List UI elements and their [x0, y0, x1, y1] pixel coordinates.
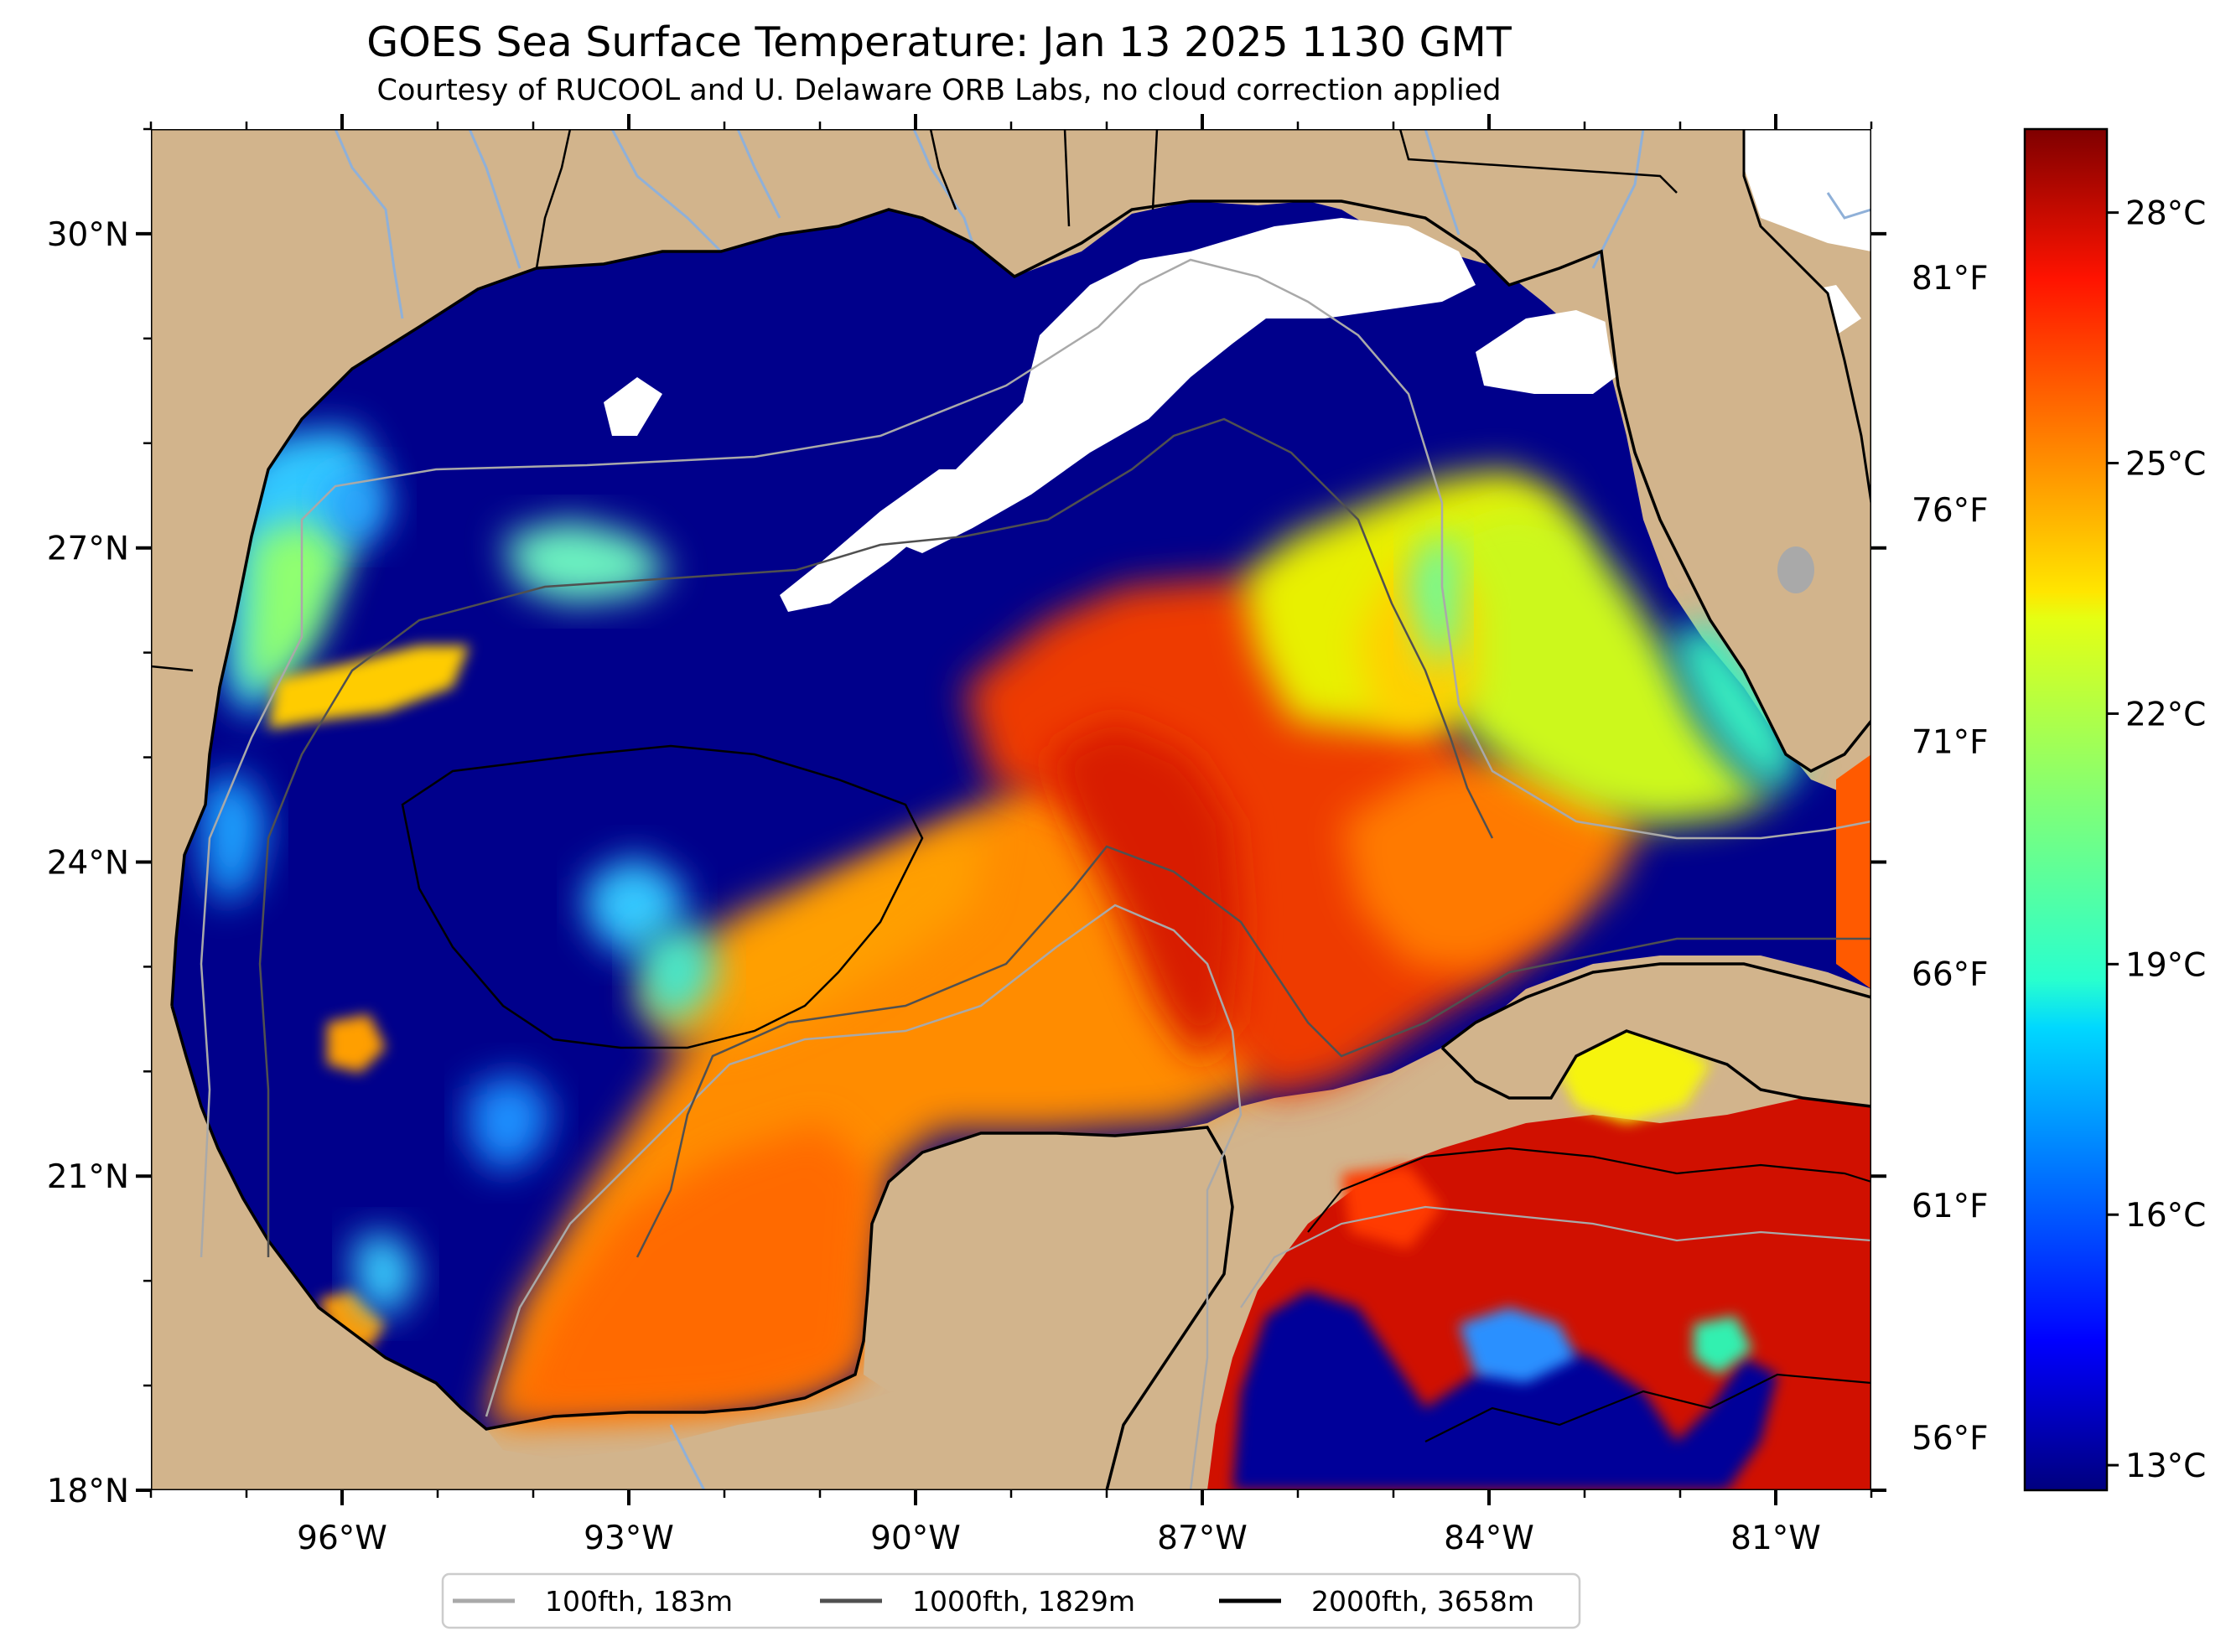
- fahrenheit-label: 66°F: [1912, 955, 1989, 993]
- lon-label: 84°W: [1444, 1520, 1534, 1557]
- colorbar-label: 16°C: [2125, 1197, 2206, 1235]
- legend-label: 100fth, 183m: [545, 1585, 733, 1618]
- fahrenheit-label: 81°F: [1912, 260, 1989, 298]
- fahrenheit-label: 56°F: [1912, 1420, 1989, 1458]
- legend-box: [441, 1572, 1581, 1629]
- map-subtitle: Courtesy of RUCOOL and U. Delaware ORB L…: [376, 74, 1502, 107]
- lon-label: 93°W: [584, 1520, 674, 1557]
- fahrenheit-label: 71°F: [1912, 724, 1989, 762]
- coastline: [170, 199, 1871, 1007]
- fahrenheit-label: 76°F: [1912, 492, 1989, 530]
- lat-label: 24°N: [47, 844, 129, 882]
- land-us-coast: [151, 129, 1601, 1006]
- cloud-mask: [604, 129, 1871, 612]
- lon-label: 90°W: [870, 1520, 961, 1557]
- fahrenheit-axis: 81°F 76°F 71°F 66°F 61°F 56°F: [1912, 260, 1989, 1458]
- state-borders: [151, 129, 1678, 672]
- atlantic-strip: [1836, 754, 1871, 989]
- fahrenheit-label: 61°F: [1912, 1188, 1989, 1225]
- colorbar-ticks: 28°C 25°C 22°C 19°C 16°C 13°C: [2107, 195, 2206, 1485]
- sst-warm-layers: [201, 427, 1803, 1490]
- lon-label: 96°W: [297, 1520, 387, 1557]
- colorbar-label: 22°C: [2125, 696, 2206, 733]
- lat-label: 18°N: [47, 1473, 129, 1510]
- land-mexico: [151, 1006, 1090, 1490]
- colorbar-label: 13°C: [2125, 1447, 2206, 1485]
- lat-label: 30°N: [47, 216, 129, 254]
- land-cuba: [1442, 964, 1871, 1106]
- lon-label: 81°W: [1730, 1520, 1821, 1557]
- map-axes: 30°N 27°N 24°N 21°N 18°N 96°W 93°W 90°W 87°W 84°W…: [47, 114, 1886, 1557]
- bathymetry-contours: [200, 258, 1871, 1490]
- colorbar-label: 28°C: [2125, 195, 2206, 233]
- legend-label: 1000fth, 1829m: [912, 1585, 1135, 1618]
- lon-label: 87°W: [1157, 1520, 1248, 1557]
- lat-label: 21°N: [47, 1158, 129, 1196]
- colorbar: [2023, 127, 2109, 1492]
- lake-okeechobee: [1777, 546, 1814, 593]
- map-area: [151, 129, 1871, 1490]
- colorbar-label: 19°C: [2125, 946, 2206, 984]
- colorbar-label: 25°C: [2125, 446, 2206, 484]
- map-title: GOES Sea Surface Temperature: Jan 13 202…: [366, 18, 1512, 66]
- lat-label: 27°N: [47, 531, 129, 568]
- legend-label: 2000fth, 3658m: [1311, 1585, 1534, 1618]
- land-florida: [1576, 129, 1871, 771]
- contour-legend: 100fth, 183m 1000fth, 1829m 2000fth, 3658m: [441, 1572, 1581, 1629]
